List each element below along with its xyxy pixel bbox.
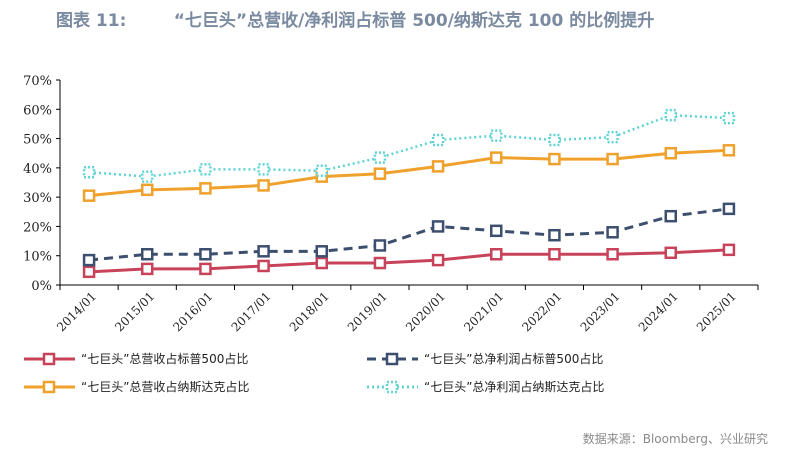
data-point — [42, 352, 56, 365]
series-line — [88, 207, 730, 262]
data-point — [141, 248, 154, 261]
data-point — [257, 245, 270, 258]
x-tick-label: 2020/01 — [403, 289, 448, 334]
x-tick-label: 2023/01 — [578, 289, 623, 334]
data-point — [373, 239, 387, 252]
data-point — [606, 248, 619, 261]
data-point — [82, 253, 96, 267]
legend-item-2: “七巨头”总营收占纳斯达克占比 — [22, 378, 249, 395]
x-tick-label: 2024/01 — [636, 289, 681, 334]
x-tick-label: 2021/01 — [461, 289, 506, 334]
y-tick-label: 20% — [23, 220, 52, 235]
x-tick-label: 2014/01 — [54, 289, 99, 334]
data-point — [257, 179, 270, 192]
y-tick-label: 50% — [23, 133, 52, 148]
data-point — [199, 262, 212, 276]
data-point — [548, 248, 561, 261]
data-point — [431, 133, 445, 147]
x-tick-label: 2015/01 — [112, 289, 157, 334]
x-tick-label: 2016/01 — [170, 289, 215, 334]
data-point — [722, 111, 736, 125]
data-point — [373, 256, 387, 270]
series-0 — [82, 243, 736, 279]
data-point — [199, 248, 212, 261]
y-tick-label: 10% — [23, 250, 52, 265]
data-point — [42, 380, 56, 393]
data-point — [199, 163, 212, 176]
data-point — [548, 152, 561, 166]
y-tick-label: 40% — [23, 162, 52, 177]
data-point — [548, 133, 561, 147]
series-line — [88, 113, 729, 178]
source-note: 数据来源：Bloomberg、兴业研究 — [582, 432, 768, 446]
data-point — [606, 226, 619, 239]
data-point — [385, 352, 399, 365]
data-point — [664, 146, 677, 160]
legend-swatch-3 — [367, 380, 418, 393]
data-point — [664, 246, 677, 260]
data-point — [199, 182, 212, 195]
data-point — [722, 144, 736, 157]
legend-label: “七巨头”总营收占纳斯达克占比 — [81, 380, 250, 394]
x-tick-label: 2022/01 — [519, 289, 564, 334]
y-tick-label: 30% — [23, 191, 52, 206]
legend-label: “七巨头”总营收占标普500占比 — [81, 352, 249, 366]
data-point — [315, 164, 328, 178]
legend-swatch-2 — [24, 380, 75, 393]
x-tick-label: 2017/01 — [229, 289, 274, 334]
data-point — [722, 202, 736, 216]
title-text: “七巨头”总营收/净利润占标普 500/纳斯达克 100 的比例提升 — [173, 11, 655, 31]
data-point — [548, 228, 561, 242]
series-3 — [82, 108, 736, 183]
data-point — [257, 163, 270, 176]
data-point — [664, 209, 677, 223]
series-2 — [82, 144, 736, 202]
data-point — [664, 108, 677, 122]
series-1 — [82, 202, 736, 267]
legend-label: “七巨头”总净利润占标普500占比 — [424, 352, 604, 366]
x-tick-label: 2025/01 — [694, 289, 739, 334]
data-point — [385, 380, 399, 393]
data-point — [490, 151, 503, 164]
y-tick-label: 70% — [23, 74, 52, 89]
data-point — [431, 253, 445, 267]
legend-item-3: “七巨头”总净利润占纳斯达克占比 — [365, 378, 604, 395]
legend-item-0: “七巨头”总营收占标普500占比 — [22, 350, 248, 367]
legend-label: “七巨头”总净利润占纳斯达克占比 — [424, 380, 605, 394]
data-point — [606, 152, 619, 166]
legend-swatch-0 — [24, 352, 75, 365]
data-point — [490, 248, 503, 261]
data-point — [722, 243, 736, 257]
figure-number: 图表 11: — [56, 11, 127, 31]
data-point — [373, 151, 387, 164]
data-point — [315, 245, 328, 258]
legend-item-1: “七巨头”总净利润占标普500占比 — [365, 350, 603, 367]
data-point — [82, 265, 96, 279]
data-point — [82, 189, 96, 202]
data-point — [141, 262, 154, 276]
figure-title: 图表 11: “七巨头”总营收/净利润占标普 500/纳斯达克 100 的比例提… — [56, 6, 654, 31]
data-point — [490, 224, 503, 238]
data-point — [82, 166, 96, 179]
y-tick-label: 0% — [31, 279, 52, 294]
data-point — [431, 220, 445, 233]
series-line — [88, 148, 729, 198]
legend-swatch-1 — [367, 352, 418, 365]
x-tick-label: 2019/01 — [345, 289, 390, 334]
data-point — [141, 170, 154, 183]
data-point — [606, 130, 619, 144]
x-tick-label: 2018/01 — [287, 289, 332, 334]
y-tick-label: 60% — [23, 103, 52, 118]
series-line — [89, 248, 729, 274]
data-point — [315, 256, 328, 270]
data-point — [257, 259, 270, 273]
data-point — [490, 129, 503, 142]
data-point — [373, 167, 387, 180]
data-point — [431, 160, 445, 173]
data-point — [141, 183, 154, 197]
